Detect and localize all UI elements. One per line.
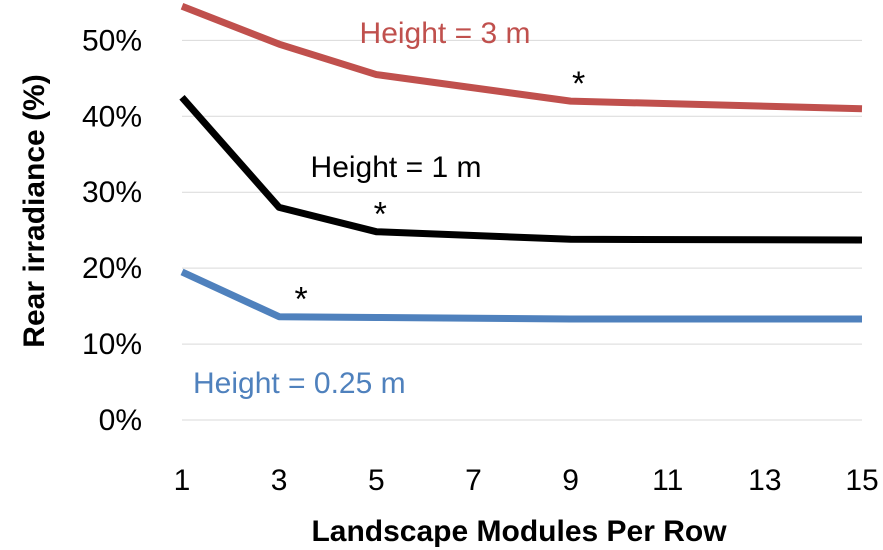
star-marker: * <box>295 281 308 319</box>
x-axis-title: Landscape Modules Per Row <box>311 515 727 548</box>
x-tick-label: 15 <box>845 464 878 497</box>
series-annotations: Height = 3 m * Height = 1 m * Height = 0.25 … <box>193 17 585 400</box>
x-axis-ticks: 1 3 5 7 9 11 13 15 <box>174 464 879 497</box>
series-label: Height = 0.25 m <box>193 367 406 400</box>
y-axis-ticks: 0% 10% 20% 30% 40% 50% <box>82 24 142 437</box>
x-tick-label: 5 <box>368 464 385 497</box>
x-tick-label: 9 <box>562 464 579 497</box>
y-tick-label: 30% <box>82 176 142 209</box>
x-tick-label: 1 <box>174 464 191 497</box>
star-marker: * <box>374 196 387 234</box>
series-line <box>180 2 863 113</box>
series-line <box>179 94 863 244</box>
x-tick-label: 3 <box>271 464 288 497</box>
y-axis-title: Rear irradiance (%) <box>18 74 51 347</box>
y-tick-label: 20% <box>82 252 142 285</box>
y-tick-label: 40% <box>82 100 142 133</box>
series-line <box>180 268 862 323</box>
series-label: Height = 3 m <box>360 17 531 50</box>
star-marker: * <box>572 65 585 103</box>
y-tick-label: 10% <box>82 328 142 361</box>
x-tick-label: 13 <box>748 464 781 497</box>
y-tick-label: 0% <box>99 404 142 437</box>
x-tick-label: 11 <box>652 464 683 497</box>
x-tick-label: 7 <box>465 464 482 497</box>
series-lines <box>179 2 863 323</box>
y-tick-label: 50% <box>82 24 142 57</box>
series-label: Height = 1 m <box>311 151 482 184</box>
gridlines <box>182 39 862 421</box>
